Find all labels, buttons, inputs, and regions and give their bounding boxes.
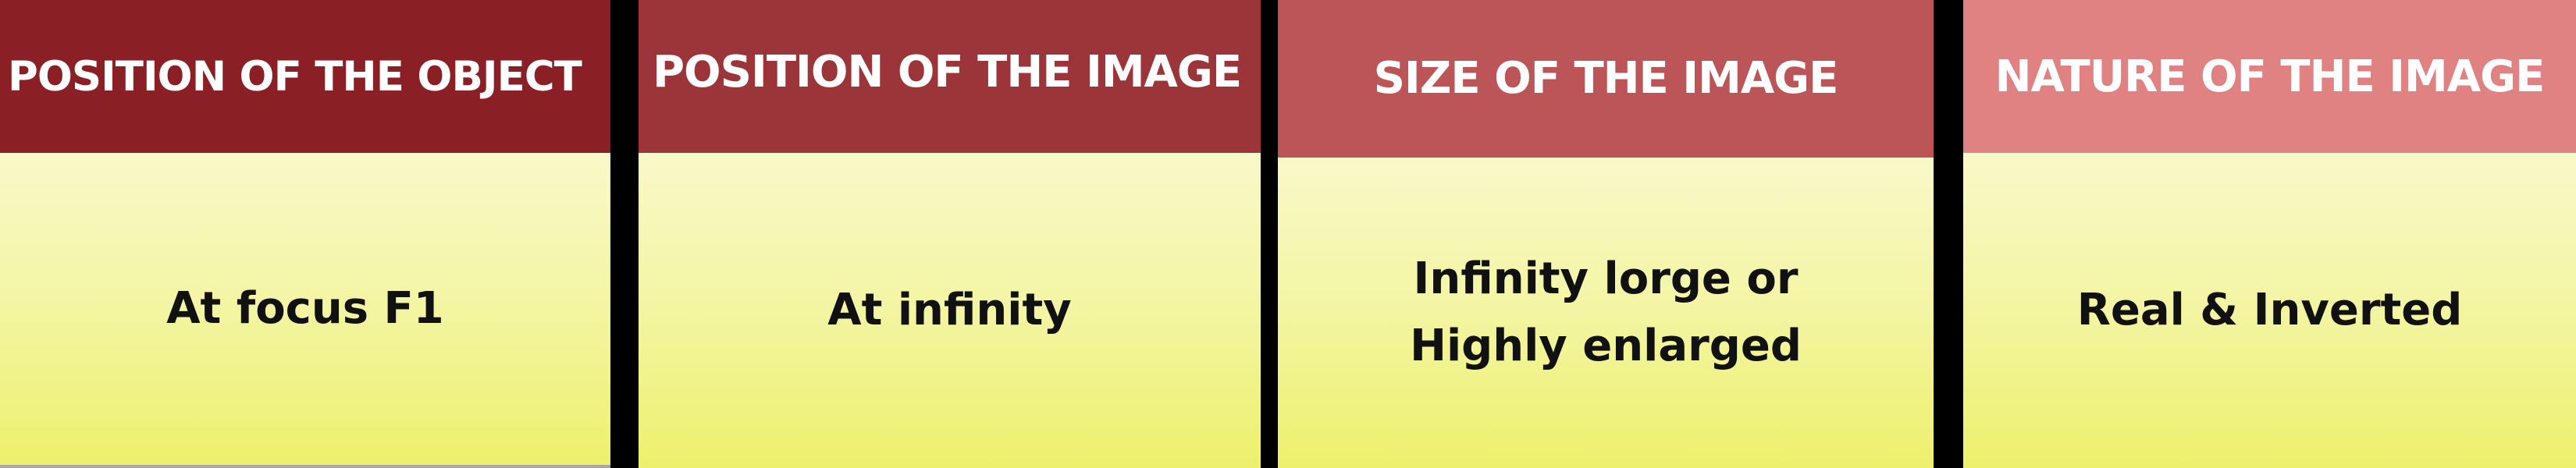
column-cell: At focus F1 — [0, 153, 610, 468]
column-position-of-image: POSITION OF THE IMAGE At infinity — [639, 0, 1261, 468]
column-position-of-object: POSITION OF THE OBJECT At focus F1 — [0, 0, 610, 468]
column-divider — [1934, 0, 1963, 468]
column-cell: At infinity — [639, 153, 1261, 468]
column-cell: Real & Inverted — [1963, 153, 2576, 468]
column-cell: Infinity lorge or Highly enlarged — [1278, 158, 1934, 468]
column-divider — [1261, 0, 1278, 468]
column-header: POSITION OF THE IMAGE — [639, 0, 1261, 153]
column-nature-of-image: NATURE OF THE IMAGE Real & Inverted — [1963, 0, 2576, 468]
cell-value: At focus F1 — [166, 283, 444, 334]
column-header: POSITION OF THE OBJECT — [0, 0, 610, 153]
column-header: SIZE OF THE IMAGE — [1278, 0, 1934, 158]
column-size-of-image: SIZE OF THE IMAGE Infinity lorge or High… — [1278, 0, 1934, 468]
column-divider — [610, 0, 639, 468]
cell-value: At infinity — [827, 285, 1072, 335]
cell-value: Infinity lorge or Highly enlarged — [1410, 254, 1802, 371]
column-header: NATURE OF THE IMAGE — [1963, 0, 2576, 153]
cell-value: Real & Inverted — [2076, 285, 2463, 335]
